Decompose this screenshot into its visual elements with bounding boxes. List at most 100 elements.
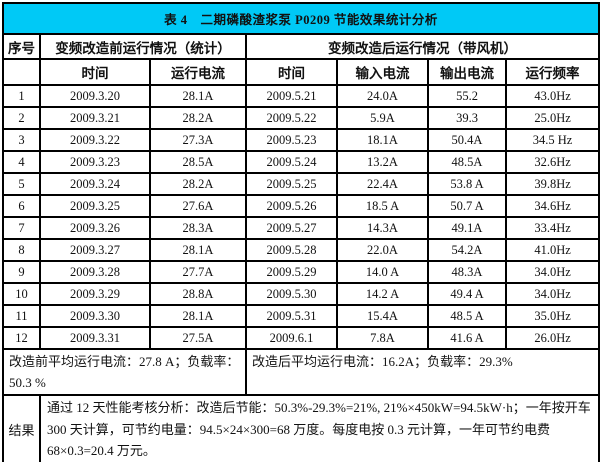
table-cell: 28.2A xyxy=(149,172,247,196)
summary-after-retrofit: 改造后平均运行电流：16.2A；负载率：29.3% xyxy=(244,348,600,396)
table-cell: 50.4A xyxy=(427,128,507,152)
table-cell: 50.7 A xyxy=(427,194,507,218)
table-cell: 2009.5.30 xyxy=(245,282,338,306)
table-cell: 48.3A xyxy=(427,260,507,284)
title-row: 表 4 二期磷酸渣浆泵 P0209 节能效果统计分析 xyxy=(1,2,600,35)
subheader-time-after: 时间 xyxy=(245,58,338,86)
table-cell: 49.4 A xyxy=(427,282,507,306)
table-cell: 12 xyxy=(2,326,41,350)
table-cell: 27.3A xyxy=(149,128,247,152)
table-cell: 2009.3.29 xyxy=(39,282,151,306)
table-cell: 24.0A xyxy=(336,84,429,108)
table-cell: 48.5A xyxy=(427,150,507,174)
table-cell: 2009.5.27 xyxy=(245,216,338,240)
table-cell: 2009.3.25 xyxy=(39,194,151,218)
table-cell: 28.3A xyxy=(149,216,247,240)
subheader-running-current: 运行电流 xyxy=(149,58,247,86)
table-row: 9 2009.3.28 27.7A 2009.5.29 14.0 A 48.3A 34.0H… xyxy=(2,260,600,284)
table-cell: 22.0A xyxy=(336,238,429,262)
table-cell: 2009.3.20 xyxy=(39,84,151,108)
table-cell: 34.0Hz xyxy=(504,260,600,284)
table-cell: 34.0Hz xyxy=(504,282,600,306)
table-cell: 2009.3.30 xyxy=(39,304,151,328)
table-cell: 49.1A xyxy=(427,216,507,240)
table-cell: 25.0Hz xyxy=(504,106,600,130)
table-cell: 3 xyxy=(2,128,41,152)
table-cell: 2009.3.27 xyxy=(39,238,151,262)
table-cell: 34.6Hz xyxy=(504,194,600,218)
table-cell: 5 xyxy=(2,172,41,196)
table-cell: 11 xyxy=(2,304,41,328)
result-text: 通过 12 天性能考核分析：改造后节能：50.3%-29.3%=21%, 21%… xyxy=(38,394,600,462)
table-cell: 8 xyxy=(2,238,41,262)
table-cell: 2009.5.21 xyxy=(245,84,338,108)
table-row: 5 2009.3.24 28.2A 2009.5.25 22.4A 53.8 A 39.8H… xyxy=(2,172,600,196)
table-cell: 53.8 A xyxy=(427,172,507,196)
subheader-running-frequency: 运行频率 xyxy=(504,58,600,86)
table-cell: 28.8A xyxy=(149,282,247,306)
result-row: 结果 通过 12 天性能考核分析：改造后节能：50.3%-29.3%=21%, … xyxy=(2,394,600,462)
result-label: 结果 xyxy=(2,394,41,462)
table-cell: 2009.3.28 xyxy=(39,260,151,284)
table-cell: 2 xyxy=(2,106,41,130)
table-cell: 2009.3.21 xyxy=(39,106,151,130)
table-cell: 2009.6.1 xyxy=(245,326,338,350)
subheader-empty xyxy=(2,58,41,86)
table-cell: 55.2 xyxy=(427,84,507,108)
table-cell: 2009.3.24 xyxy=(39,172,151,196)
table-row: 11 2009.3.30 28.1A 2009.5.31 15.4A 48.5 A 35.0… xyxy=(2,304,600,328)
table-row: 3 2009.3.22 27.3A 2009.5.23 18.1A 50.4A 34.5 H… xyxy=(2,128,600,152)
table-cell: 2009.3.31 xyxy=(39,326,151,350)
table-cell: 4 xyxy=(2,150,41,174)
table-cell: 2009.3.22 xyxy=(39,128,151,152)
table-cell: 35.0Hz xyxy=(504,304,600,328)
table-cell: 2009.5.22 xyxy=(245,106,338,130)
table-row: 2 2009.3.21 28.2A 2009.5.22 5.9A 39.3 25.0Hz xyxy=(2,106,600,130)
table-row: 7 2009.3.26 28.3A 2009.5.27 14.3A 49.1A 33.4Hz xyxy=(2,216,600,240)
table-row: 4 2009.3.23 28.5A 2009.5.24 13.2A 48.5A 32.6Hz xyxy=(2,150,600,174)
table-cell: 13.2A xyxy=(336,150,429,174)
table-cell: 43.0Hz xyxy=(504,84,600,108)
table-cell: 48.5 A xyxy=(427,304,507,328)
table-cell: 28.1A xyxy=(149,238,247,262)
table-cell: 9 xyxy=(2,260,41,284)
table-cell: 2009.5.23 xyxy=(245,128,338,152)
subheader-input-current: 输入电流 xyxy=(336,58,429,86)
table-cell: 2009.3.26 xyxy=(39,216,151,240)
header-before-retrofit-group: 变频改造前运行情况（统计） xyxy=(39,33,247,60)
sub-header-row: 时间 运行电流 时间 输入电流 输出电流 运行频率 xyxy=(2,58,600,86)
table-cell: 2009.5.29 xyxy=(245,260,338,284)
table-cell: 1 xyxy=(2,84,41,108)
table-cell: 41.6 A xyxy=(427,326,507,350)
table-cell: 5.9A xyxy=(336,106,429,130)
table-cell: 54.2A xyxy=(427,238,507,262)
subheader-time-before: 时间 xyxy=(39,58,151,86)
table-row: 1 2009.3.20 28.1A 2009.5.21 24.0A 55.2 43.0Hz xyxy=(2,84,600,108)
summary-before-retrofit: 改造前平均运行电流：27.8 A；负载率：50.3 % xyxy=(2,348,247,396)
table-cell: 33.4Hz xyxy=(504,216,600,240)
table-cell: 2009.3.23 xyxy=(39,150,151,174)
table-cell: 6 xyxy=(2,194,41,218)
table-title: 表 4 二期磷酸渣浆泵 P0209 节能效果统计分析 xyxy=(1,2,600,35)
table-cell: 10 xyxy=(2,282,41,306)
table-cell: 27.5A xyxy=(149,326,247,350)
table-cell: 22.4A xyxy=(336,172,429,196)
header-after-retrofit-group: 变频改造后运行情况（带风机） xyxy=(244,33,600,60)
table-cell: 2009.5.31 xyxy=(245,304,338,328)
table-row: 6 2009.3.25 27.6A 2009.5.26 18.5 A 50.7 A 34.6… xyxy=(2,194,600,218)
table-cell: 34.5 Hz xyxy=(504,128,600,152)
table-cell: 41.0Hz xyxy=(504,238,600,262)
table-cell: 26.0Hz xyxy=(504,326,600,350)
table-cell: 14.0 A xyxy=(336,260,429,284)
table-cell: 28.1A xyxy=(149,304,247,328)
table-cell: 2009.5.24 xyxy=(245,150,338,174)
table-row: 10 2009.3.29 28.8A 2009.5.30 14.2 A 49.4 A 34.… xyxy=(2,282,600,306)
group-header-row: 序号 变频改造前运行情况（统计） 变频改造后运行情况（带风机） xyxy=(2,33,600,60)
table-row: 12 2009.3.31 27.5A 2009.6.1 7.8A 41.6 A 26.0Hz xyxy=(2,326,600,350)
table-cell: 2009.5.25 xyxy=(245,172,338,196)
subheader-output-current: 输出电流 xyxy=(427,58,507,86)
table-row: 8 2009.3.27 28.1A 2009.5.28 22.0A 54.2A 41.0Hz xyxy=(2,238,600,262)
header-index: 序号 xyxy=(2,33,41,60)
table-cell: 7 xyxy=(2,216,41,240)
